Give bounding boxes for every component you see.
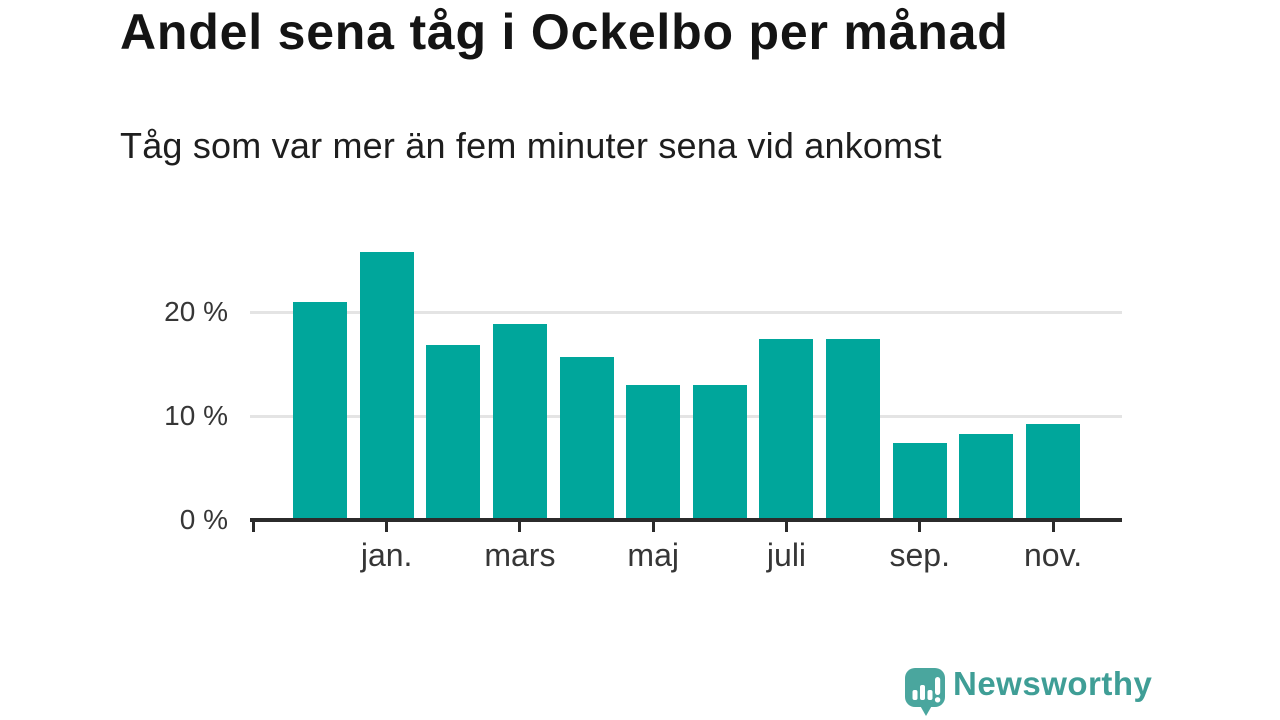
x-axis-tick — [518, 522, 522, 532]
x-axis-tick — [918, 522, 922, 532]
bar-sep. — [892, 443, 947, 520]
bar-feb. — [426, 345, 481, 520]
x-axis-tick — [1051, 522, 1055, 532]
y-gridline-10 — [250, 414, 1122, 418]
x-axis-tick — [651, 522, 655, 532]
x-axis-tick-label: mars — [484, 537, 556, 573]
bar-juli — [759, 339, 814, 520]
chart-title: Andel sena tåg i Ockelbo per månad — [120, 4, 1009, 60]
y-axis-tick-label: 20 % — [164, 296, 228, 327]
y-axis-tick-label: 10 % — [164, 400, 228, 431]
bar-aug. — [826, 339, 881, 520]
bar-okt. — [959, 433, 1014, 520]
brand-name: Newsworthy — [953, 665, 1153, 702]
bar-nov. — [1026, 424, 1081, 520]
x-axis-line — [250, 518, 1122, 522]
bar-dec. — [293, 301, 347, 520]
x-axis-tick-label: juli — [766, 537, 807, 573]
bar-maj — [626, 384, 681, 520]
y-axis-tick-label: 0 % — [179, 504, 228, 535]
bar-mars — [492, 324, 547, 520]
bar-juni — [692, 384, 747, 520]
x-axis-tick-label: maj — [627, 537, 679, 573]
x-axis-tick-label: jan. — [360, 537, 413, 573]
x-axis-tick — [385, 522, 389, 532]
bar-apr. — [559, 356, 614, 520]
x-axis-tick — [784, 522, 788, 532]
x-axis-start-tick — [252, 522, 255, 532]
x-axis-tick-label: sep. — [889, 537, 950, 573]
x-axis-tick-label: nov. — [1023, 537, 1083, 573]
chart-subtitle: Tåg som var mer än fem minuter sena vid … — [120, 125, 942, 166]
newsworthy-chart-speech-bubble-icon — [905, 668, 945, 716]
y-gridline-20 — [250, 310, 1122, 314]
brand-footer: Newsworthy — [901, 662, 1280, 720]
bar-jan. — [359, 251, 414, 520]
